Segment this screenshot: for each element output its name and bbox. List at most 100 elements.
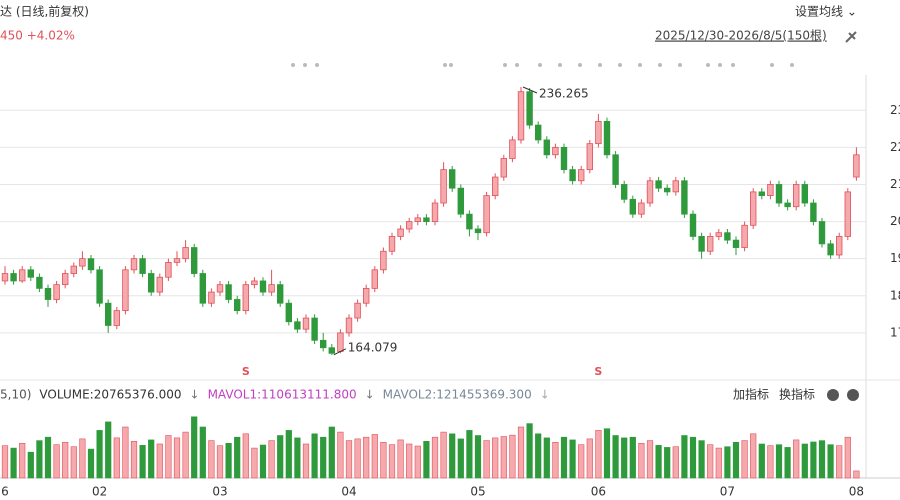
volume-bar [466, 430, 473, 479]
candle-body [715, 232, 722, 237]
volume-bar [836, 445, 843, 479]
pin-icon[interactable] [845, 31, 857, 43]
volume-bar [337, 431, 344, 479]
volume-bar [724, 446, 731, 479]
candle-body [552, 146, 559, 156]
volume-bar [130, 440, 138, 479]
volume-bar [440, 431, 447, 479]
candle-body [569, 169, 576, 182]
candle-body [517, 91, 525, 141]
volume-bar [208, 440, 215, 479]
volume-bar [268, 440, 275, 479]
indicator-button[interactable]: 换指标 [779, 387, 815, 402]
volume-bar [595, 430, 602, 479]
candle-body [53, 284, 60, 300]
candle-body [698, 236, 705, 252]
volume-bar [612, 435, 619, 479]
candle-body [595, 120, 602, 145]
y-tick-label: 220 [890, 140, 900, 154]
candle-body [655, 180, 662, 189]
volume-bar [483, 440, 490, 479]
candle-body [27, 269, 34, 278]
volume-bar [165, 435, 172, 479]
volume-bar [449, 433, 456, 479]
candle-body [62, 273, 69, 286]
volume-bar [560, 436, 568, 479]
candle-body [801, 184, 808, 204]
indicator-legend: MAVOL1:110613111.800 [208, 388, 357, 402]
volume-bar [397, 439, 404, 479]
candle-body [586, 143, 593, 171]
candle-body [70, 265, 77, 274]
candle-body [689, 213, 697, 237]
x-tick-label: 06 [591, 485, 606, 499]
candle-body [388, 236, 396, 252]
indicator-button[interactable]: 加指标 [733, 387, 769, 402]
candle-body [784, 202, 791, 208]
candle-body [423, 217, 430, 222]
volume-bar [431, 436, 439, 479]
range-label[interactable]: 2025/12/30-2026/8/5(150根) [655, 29, 827, 43]
candle-body [629, 198, 636, 215]
candle-body [182, 247, 189, 260]
candle-body [827, 243, 834, 256]
volume-bar [681, 435, 688, 479]
high-label: 236.265 [539, 87, 589, 101]
volume-bar [19, 443, 26, 479]
volume-bar [801, 443, 808, 479]
settings-button[interactable]: 设置均线 ⌄ [795, 5, 857, 19]
volume-bar [793, 439, 800, 479]
candle-body [87, 258, 95, 271]
candle-body [337, 332, 344, 352]
volume-bar [139, 445, 146, 479]
candle-body [225, 284, 232, 300]
candle-body [294, 321, 301, 330]
volume-bar [242, 433, 249, 479]
volume-bar [457, 438, 464, 479]
volume-bar [148, 439, 155, 479]
candle-body [259, 280, 267, 293]
event-marker[interactable]: S [594, 365, 602, 378]
candle-body [165, 261, 172, 278]
volume-bar [36, 440, 43, 479]
volume-bar [535, 433, 542, 479]
volume-bar [354, 438, 361, 479]
candle-body [147, 273, 155, 293]
volume-bar [1, 445, 9, 479]
candle-body [216, 284, 224, 293]
candle-body [302, 317, 310, 330]
volume-bar [371, 434, 378, 479]
candle-body [380, 250, 387, 271]
volume-bar [750, 433, 757, 479]
gear-icon[interactable] [827, 389, 839, 401]
candle-body [328, 347, 335, 354]
candle-body [113, 310, 120, 326]
close-icon[interactable] [847, 389, 859, 401]
volume-bar [277, 435, 284, 479]
volume-bar [70, 446, 77, 479]
candle-body [767, 184, 774, 196]
candle-body [345, 317, 353, 334]
candle-body [397, 228, 404, 237]
y-tick-label: 210 [890, 177, 900, 191]
candle-body [44, 287, 52, 300]
event-marker[interactable]: S [242, 365, 250, 378]
candle-body [646, 180, 654, 204]
volume-bar [199, 426, 206, 479]
low-label: 164.079 [348, 340, 398, 354]
candle-body [448, 169, 456, 189]
candle-body [732, 239, 740, 248]
indicator-legend: ↓ [365, 388, 375, 402]
volume-bar [328, 426, 335, 479]
candle-body [793, 184, 800, 208]
candle-body [130, 258, 138, 271]
volume-bar [345, 440, 353, 479]
annotation-arrow [333, 348, 347, 356]
volume-bar [311, 433, 318, 479]
candle-body [707, 236, 714, 252]
candle-body [268, 284, 275, 293]
y-tick-label: 230 [890, 103, 900, 117]
candle-body [18, 269, 26, 282]
volume-bar [96, 430, 103, 479]
volume-bar [638, 443, 645, 479]
